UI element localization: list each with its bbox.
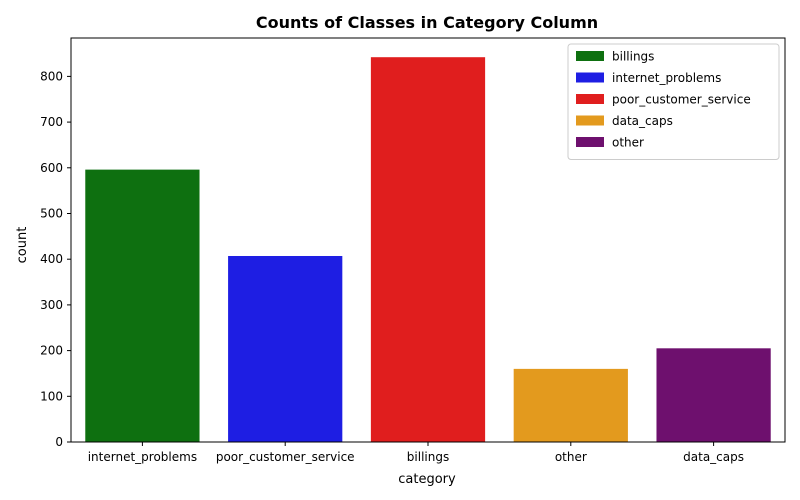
y-tick-label: 100 bbox=[40, 389, 63, 403]
bars-group bbox=[85, 57, 771, 442]
bar-data_caps bbox=[656, 348, 771, 442]
y-tick-label: 500 bbox=[40, 206, 63, 220]
y-tick-label: 200 bbox=[40, 344, 63, 358]
x-tick-label: data_caps bbox=[683, 450, 744, 464]
y-tick-label: 600 bbox=[40, 161, 63, 175]
y-tick-label: 800 bbox=[40, 69, 63, 83]
legend-swatch bbox=[576, 137, 604, 147]
legend-swatch bbox=[576, 94, 604, 104]
y-axis-label: count bbox=[15, 227, 30, 264]
legend-label: data_caps bbox=[612, 114, 673, 128]
x-tick-label: internet_problems bbox=[88, 450, 197, 464]
legend-swatch bbox=[576, 115, 604, 126]
x-tick-label: billings bbox=[407, 450, 449, 464]
legend-label: other bbox=[612, 136, 644, 150]
legend-box bbox=[567, 43, 780, 160]
chart-title: Counts of Classes in Category Column bbox=[256, 13, 598, 32]
legend-label: billings bbox=[612, 50, 654, 64]
bar-other bbox=[513, 368, 628, 442]
x-axis: internet_problems poor_customer_service bi… bbox=[88, 442, 744, 464]
legend-label: poor_customer_service bbox=[612, 93, 751, 107]
y-axis: 0 100 200 300 400 500 600 700 800 bbox=[40, 69, 71, 449]
plot-frame bbox=[70, 37, 786, 443]
y-tick-label: 300 bbox=[40, 298, 63, 312]
y-tick-label: 0 bbox=[55, 435, 63, 449]
x-tick-label: other bbox=[555, 450, 587, 464]
legend-swatch bbox=[576, 72, 604, 83]
legend: billings internet_problems poor_customer_s… bbox=[567, 43, 780, 160]
legend-swatch bbox=[576, 51, 604, 61]
legend-label: internet_problems bbox=[612, 71, 721, 85]
x-axis-label: category bbox=[398, 472, 456, 487]
bar-billings bbox=[370, 57, 486, 442]
bar-internet_problems bbox=[85, 169, 200, 442]
y-tick-label: 700 bbox=[40, 115, 63, 129]
x-tick-label: poor_customer_service bbox=[216, 450, 355, 464]
bar-poor_customer_service bbox=[228, 255, 343, 442]
y-tick-label: 400 bbox=[40, 252, 63, 266]
